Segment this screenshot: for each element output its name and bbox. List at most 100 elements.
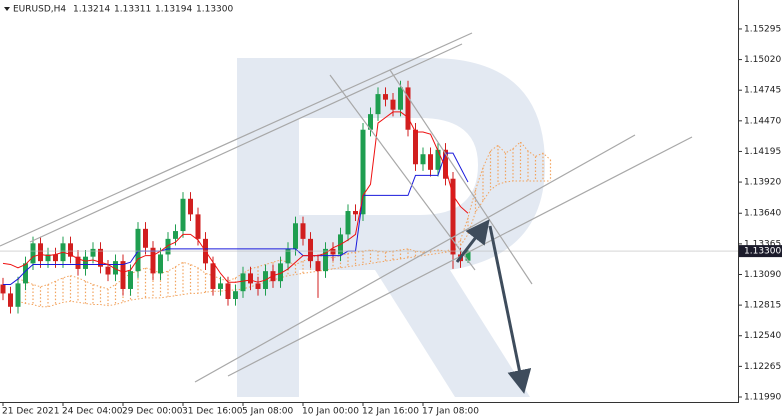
candle-body [53, 254, 58, 262]
candle-body [135, 228, 141, 272]
ohlc-label: 1.13214 [73, 5, 110, 15]
candle-body [165, 238, 171, 255]
candle-body [383, 94, 388, 100]
y-tick-label: 1.13090 [744, 270, 781, 280]
candle-body [375, 94, 381, 115]
y-tick-label: 1.15295 [744, 24, 781, 34]
trend-line [194, 134, 636, 383]
candle-body [98, 248, 103, 267]
candle-body [323, 248, 328, 272]
candle-body [308, 238, 313, 262]
forecast-arrow [488, 225, 532, 394]
last-price-label: 1.13300 [744, 247, 781, 257]
candle-body [240, 273, 246, 292]
candle-body [113, 261, 118, 275]
forecast-arrow [455, 219, 490, 263]
annotations [0, 32, 693, 394]
candle-body [450, 178, 456, 255]
candle-body [38, 243, 43, 262]
candle-body [45, 254, 51, 262]
candle-body [420, 154, 426, 165]
candle-body [360, 129, 366, 215]
ohlc-label: 1.13194 [155, 5, 192, 15]
trend-line [329, 74, 476, 271]
candle-body [233, 291, 238, 299]
candle-body [368, 114, 373, 130]
candle-body [173, 231, 178, 239]
trend-line [0, 32, 473, 247]
y-tick-label: 1.14195 [744, 147, 781, 157]
x-tick-label: 5 Jan 08:00 [242, 407, 294, 417]
candle-body [218, 283, 223, 289]
x-tick-label: 17 Jan 08:00 [422, 407, 479, 417]
candle-body [128, 271, 133, 289]
candle-body [210, 263, 216, 289]
candle-body [428, 154, 433, 170]
ohlc-label: 1.13300 [196, 5, 233, 15]
trend-line [389, 69, 533, 285]
candle-body [225, 283, 231, 299]
candle-body [465, 251, 471, 261]
tenkan-line [2, 111, 469, 283]
candle-body [293, 223, 298, 249]
candle-body [90, 248, 96, 257]
candle-body [330, 248, 336, 255]
candle-body [345, 211, 351, 235]
y-tick-label: 1.12815 [744, 301, 781, 311]
candle-body [188, 198, 193, 215]
candle-body [30, 243, 36, 264]
cloud-edge [17, 141, 551, 290]
candle-body [8, 293, 13, 307]
candle-body [278, 263, 283, 282]
kijun-line [3, 152, 469, 286]
candle-body [150, 247, 156, 274]
y-tick-label: 1.14745 [744, 86, 781, 96]
candle-body [353, 211, 358, 215]
symbol: EURUSD,H4 [13, 5, 66, 15]
y-tick-label: 1.14470 [744, 116, 781, 126]
candle-body [15, 283, 21, 307]
candle-body [398, 87, 403, 110]
x-tick-label: 21 Dec 2021 [2, 407, 60, 417]
candle-body [413, 129, 418, 165]
candle-body [435, 149, 441, 170]
x-tick-label: 29 Dec 00:00 [122, 407, 183, 417]
x-tick-label: 12 Jan 16:00 [362, 407, 419, 417]
ohlc-label: 1.13311 [114, 5, 151, 15]
y-tick-label: 1.12540 [744, 331, 781, 341]
candle-body [300, 223, 306, 239]
candle-body [105, 266, 111, 275]
axes: 1.15295 1.15020 1.14745 1.14470 1.14195 1.139… [2, 24, 782, 417]
x-tick-label: 31 Dec 16:00 [182, 407, 243, 417]
trend-line [29, 43, 463, 243]
candle-body [180, 198, 186, 232]
candle-body [0, 284, 6, 294]
candle-body [158, 254, 163, 274]
y-tick-label: 1.13920 [744, 178, 781, 188]
candle-body [390, 99, 396, 110]
plot-area [0, 80, 738, 314]
y-tick-label: 1.12265 [744, 362, 781, 372]
y-tick-label: 1.13365 [744, 239, 781, 249]
x-tick-label: 24 Dec 04:00 [62, 407, 123, 417]
candle-body [315, 261, 321, 272]
candle-body [68, 243, 73, 257]
candle-body [23, 263, 28, 284]
candle-body [195, 214, 201, 239]
menu-triangle [4, 7, 10, 11]
candle-body [405, 87, 411, 130]
y-tick-label: 1.13640 [744, 209, 781, 219]
candle-body [75, 256, 81, 269]
y-tick-label: 1.15020 [744, 55, 781, 65]
last-price-box [739, 245, 782, 258]
candle-body [83, 256, 88, 269]
candle-body [143, 228, 148, 248]
x-tick-label: 10 Jan 00:00 [302, 407, 359, 417]
candle-body [285, 248, 291, 264]
y-tick-label: 1.11990 [744, 392, 781, 402]
candle-body [248, 273, 253, 284]
candle-body [120, 261, 126, 289]
